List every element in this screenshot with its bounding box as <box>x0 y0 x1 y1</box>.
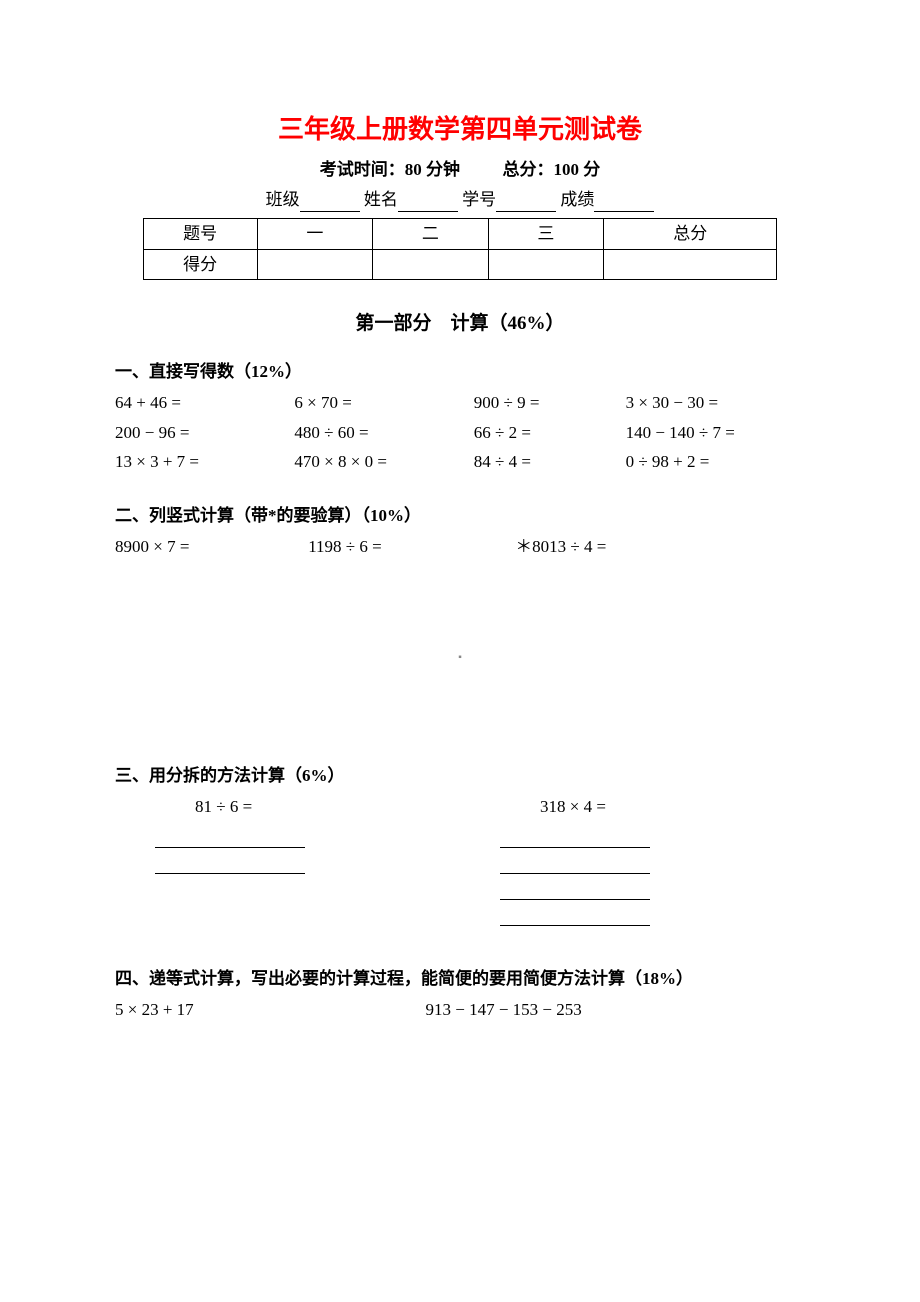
class-label: 班级 <box>266 190 300 209</box>
id-blank[interactable] <box>496 194 556 212</box>
total-value: 100 分 <box>554 160 601 179</box>
student-info-line: 班级 姓名 学号 成绩 <box>115 187 805 213</box>
th-col: 一 <box>257 219 372 250</box>
name-label: 姓名 <box>364 190 398 209</box>
split-right: 318 × 4 = <box>460 794 805 930</box>
split-expr-right: 318 × 4 = <box>540 794 805 820</box>
split-left: 81 ÷ 6 = <box>115 794 460 930</box>
calc-item: 66 ÷ 2 = <box>474 420 626 446</box>
calc-item: 84 ÷ 4 = <box>474 449 626 475</box>
table-row: 得分 <box>143 249 777 280</box>
section3-container: 81 ÷ 6 = 318 × 4 = <box>115 794 805 930</box>
time-label: 考试时间： <box>320 160 405 179</box>
split-expr-left: 81 ÷ 6 = <box>195 794 460 820</box>
calc-item: 3 × 30 − 30 = <box>626 390 805 416</box>
row-label: 得分 <box>143 249 257 280</box>
calc-item: ＊8013 ÷ 4 = <box>515 534 805 560</box>
calc-item: 200 − 96 = <box>115 420 294 446</box>
total-label: 总分： <box>503 160 554 179</box>
score-blank[interactable] <box>594 194 654 212</box>
score-label: 成绩 <box>560 190 594 209</box>
answer-line[interactable] <box>500 904 650 926</box>
calc-item: 1198 ÷ 6 = <box>308 534 515 560</box>
calc-item: 0 ÷ 98 + 2 = <box>626 449 805 475</box>
answer-line[interactable] <box>155 826 305 848</box>
calc-item: 480 ÷ 60 = <box>294 420 473 446</box>
time-value: 80 分钟 <box>405 160 460 179</box>
calc-item: 470 × 8 × 0 = <box>294 449 473 475</box>
table-row: 题号 一 二 三 总分 <box>143 219 777 250</box>
footer-mark: ▪ <box>115 650 805 665</box>
answer-line[interactable] <box>500 826 650 848</box>
score-cell[interactable] <box>373 249 488 280</box>
calc-item: 13 × 3 + 7 = <box>115 449 294 475</box>
exam-meta: 考试时间：80 分钟 总分：100 分 <box>115 157 805 183</box>
section4-grid: 5 × 23 + 17 913 − 147 − 153 − 253 <box>115 997 805 1023</box>
score-table: 题号 一 二 三 总分 得分 <box>143 218 778 280</box>
score-cell[interactable] <box>257 249 372 280</box>
answer-line[interactable] <box>500 852 650 874</box>
answer-line[interactable] <box>500 878 650 900</box>
th-col: 三 <box>488 219 603 250</box>
calc-item: 6 × 70 = <box>294 390 473 416</box>
section1-head: 一、直接写得数（12%） <box>115 359 805 385</box>
id-label: 学号 <box>462 190 496 209</box>
th-label: 题号 <box>143 219 257 250</box>
th-col: 二 <box>373 219 488 250</box>
class-blank[interactable] <box>300 194 360 212</box>
calc-item: 64 + 46 = <box>115 390 294 416</box>
answer-line[interactable] <box>155 852 305 874</box>
score-cell[interactable] <box>488 249 603 280</box>
part1-title: 第一部分 计算（46%） <box>115 310 805 339</box>
name-blank[interactable] <box>398 194 458 212</box>
section1-grid: 64 + 46 = 6 × 70 = 900 ÷ 9 = 3 × 30 − 30… <box>115 390 805 475</box>
section2-head: 二、列竖式计算（带*的要验算）（10%） <box>115 503 805 529</box>
th-col: 总分 <box>604 219 777 250</box>
eq-item: 913 − 147 − 153 − 253 <box>426 997 806 1023</box>
eq-item: 5 × 23 + 17 <box>115 997 426 1023</box>
calc-item: 8900 × 7 = <box>115 534 308 560</box>
score-cell[interactable] <box>604 249 777 280</box>
section2-grid: 8900 × 7 = 1198 ÷ 6 = ＊8013 ÷ 4 = <box>115 534 805 560</box>
section3-head: 三、用分拆的方法计算（6%） <box>115 763 805 789</box>
calc-item: 900 ÷ 9 = <box>474 390 626 416</box>
calc-item: 140 − 140 ÷ 7 = <box>626 420 805 446</box>
exam-title: 三年级上册数学第四单元测试卷 <box>115 110 805 149</box>
section4-head: 四、递等式计算，写出必要的计算过程，能简便的要用简便方法计算（18%） <box>115 966 805 992</box>
